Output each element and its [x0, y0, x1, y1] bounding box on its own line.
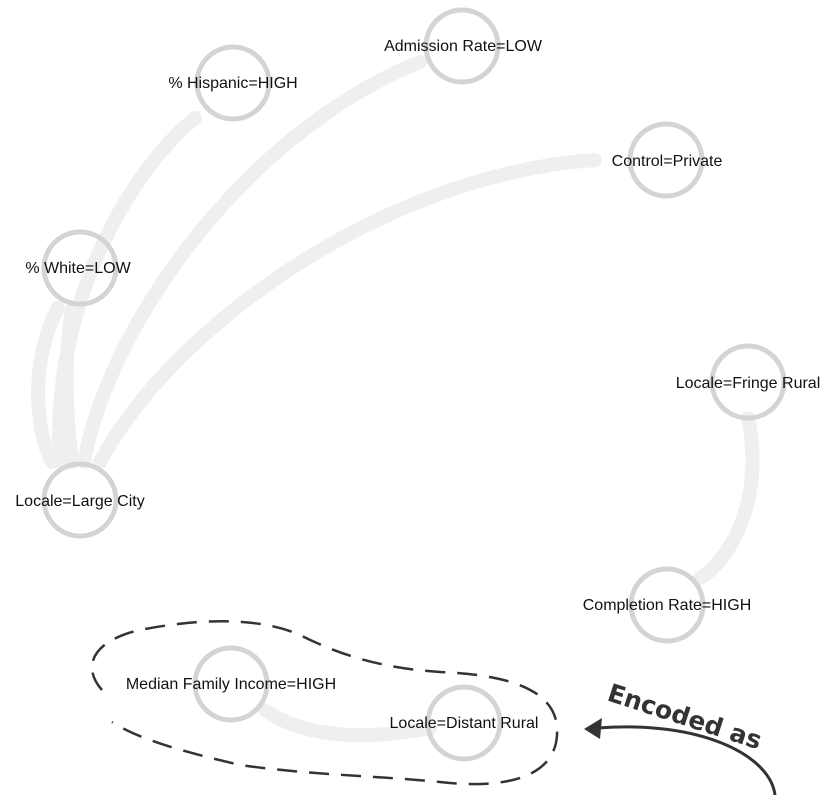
callout-arrowhead: [584, 718, 602, 739]
node-circle: [423, 7, 501, 85]
node-label: Admission Rate=LOW: [384, 38, 543, 55]
node-label: Median Family Income=HIGH: [126, 676, 336, 693]
node-label: Locale=Distant Rural: [390, 715, 539, 732]
edge-white-largecity-a: [31, 301, 65, 469]
node-admission[interactable]: Admission Rate=LOW: [384, 7, 543, 85]
edge-income-distant: [258, 703, 437, 743]
node-circle: [627, 121, 705, 199]
node-hispanic[interactable]: % Hispanic=HIGH: [168, 44, 298, 122]
node-circle: [709, 343, 787, 421]
edge-fringe-completion: [693, 411, 760, 585]
node-completion[interactable]: Completion Rate=HIGH: [583, 566, 752, 644]
node-income[interactable]: Median Family Income=HIGH: [126, 645, 336, 723]
node-label: % White=LOW: [25, 260, 131, 277]
node-label: Completion Rate=HIGH: [583, 597, 752, 614]
node-label: % Hispanic=HIGH: [168, 75, 297, 92]
node-control[interactable]: Control=Private: [612, 121, 723, 199]
callout-arrow-line: [597, 725, 777, 796]
dashed-group-outline: [90, 620, 559, 786]
node-circle: [425, 684, 503, 762]
node-distant[interactable]: Locale=Distant Rural: [390, 684, 539, 762]
node-circle: [192, 645, 270, 723]
node-circle: [41, 461, 119, 539]
edge-white-largecity-b: [59, 303, 79, 469]
edge-control-largecity: [93, 153, 602, 469]
edge-admission-largecity: [77, 55, 427, 469]
node-label: Locale=Fringe Rural: [676, 375, 821, 392]
node-circle: [194, 44, 272, 122]
node-fringe[interactable]: Locale=Fringe Rural: [676, 343, 821, 421]
node-label: Control=Private: [612, 153, 723, 170]
nodes-layer: Admission Rate=LOW % Hispanic=HIGH Contr…: [15, 7, 821, 762]
node-circle: [628, 566, 706, 644]
node-label: Locale=Large City: [15, 493, 144, 510]
node-circle: [41, 229, 119, 307]
node-largecity[interactable]: Locale=Large City: [15, 461, 145, 539]
callout-text: Encoded as: [604, 678, 765, 755]
node-white[interactable]: % White=LOW: [25, 229, 132, 307]
edges-layer: [31, 55, 760, 743]
